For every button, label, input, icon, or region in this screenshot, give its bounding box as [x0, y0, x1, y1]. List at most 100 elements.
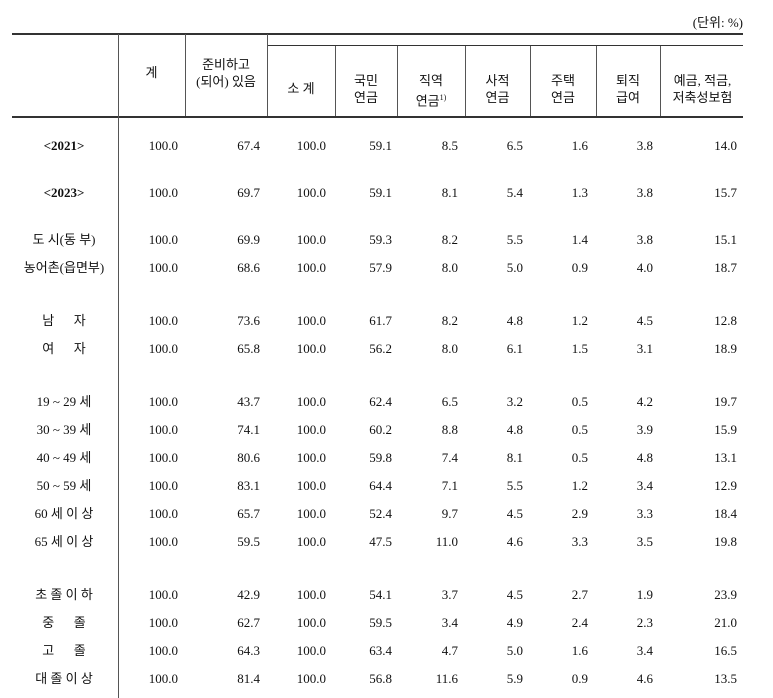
value-cell: 4.8	[506, 422, 523, 437]
value-cell: 54.1	[369, 587, 392, 602]
row-label: 고 졸	[42, 643, 86, 658]
value-cell: 59.5	[369, 615, 392, 630]
value-cell: 3.8	[636, 185, 653, 200]
value-cell: 3.4	[636, 478, 653, 493]
value-cell: 8.0	[441, 260, 458, 275]
value-cell: 3.2	[506, 394, 523, 409]
value-cell: 4.6	[636, 671, 653, 686]
value-cell: 100.0	[296, 534, 326, 549]
value-cell: 100.0	[296, 450, 326, 465]
value-cell: 69.7	[237, 185, 260, 200]
value-cell: 4.7	[441, 643, 458, 658]
column-header-text: 예금, 적금, 저축성보험	[672, 73, 733, 105]
value-cell: 100.0	[296, 138, 326, 153]
value-cell: 5.5	[506, 478, 523, 493]
row-label: 30 ~ 39 세	[36, 422, 92, 437]
value-cell: 69.9	[237, 232, 260, 247]
value-cell: 18.7	[714, 260, 737, 275]
value-cell: 19.8	[714, 534, 737, 549]
header-divider	[335, 46, 336, 116]
column-header: 사적 연금	[465, 72, 530, 106]
value-cell: 4.5	[506, 506, 523, 521]
value-cell: 56.8	[369, 671, 392, 686]
value-cell: 3.1	[636, 341, 653, 356]
stub-divider	[118, 34, 119, 698]
value-cell: 100.0	[296, 506, 326, 521]
value-cell: 8.2	[441, 313, 458, 328]
value-cell: 21.0	[714, 615, 737, 630]
value-cell: 100.0	[296, 185, 326, 200]
value-cell: 1.9	[636, 587, 653, 602]
column-header: 준비하고 (되어) 있음	[185, 56, 267, 90]
value-cell: 100.0	[148, 260, 178, 275]
value-cell: 100.0	[148, 587, 178, 602]
value-cell: 100.0	[148, 138, 178, 153]
value-cell: 100.0	[148, 232, 178, 247]
value-cell: 4.5	[636, 313, 653, 328]
header-rule	[12, 116, 743, 118]
value-cell: 42.9	[237, 587, 260, 602]
footnote-marker: 1)	[439, 93, 447, 102]
value-cell: 4.5	[506, 587, 523, 602]
value-cell: 52.4	[369, 506, 392, 521]
value-cell: 13.5	[714, 671, 737, 686]
value-cell: 5.4	[506, 185, 523, 200]
value-cell: 8.5	[441, 138, 458, 153]
value-cell: 59.1	[369, 185, 392, 200]
row-label: 중 졸	[42, 615, 86, 630]
row-label: 60 세 이 상	[34, 506, 94, 521]
value-cell: 100.0	[148, 394, 178, 409]
value-cell: 4.8	[506, 313, 523, 328]
value-cell: 100.0	[296, 260, 326, 275]
value-cell: 100.0	[148, 506, 178, 521]
value-cell: 59.5	[237, 534, 260, 549]
row-label: <2021>	[43, 138, 85, 153]
value-cell: 0.9	[571, 260, 588, 275]
value-cell: 3.8	[636, 232, 653, 247]
value-cell: 8.2	[441, 232, 458, 247]
value-cell: 100.0	[148, 313, 178, 328]
value-cell: 64.4	[369, 478, 392, 493]
value-cell: 4.6	[506, 534, 523, 549]
value-cell: 63.4	[369, 643, 392, 658]
column-header-text: 사적 연금	[485, 73, 510, 105]
value-cell: 100.0	[296, 232, 326, 247]
column-header-text: 주택 연금	[551, 73, 575, 105]
value-cell: 5.5	[506, 232, 523, 247]
value-cell: 100.0	[296, 394, 326, 409]
value-cell: 3.3	[636, 506, 653, 521]
value-cell: 100.0	[296, 341, 326, 356]
value-cell: 3.7	[441, 587, 458, 602]
value-cell: 60.2	[369, 422, 392, 437]
column-header-text: 계	[145, 65, 158, 80]
row-label: 초 졸 이 하	[35, 587, 93, 602]
value-cell: 8.8	[441, 422, 458, 437]
value-cell: 1.6	[571, 643, 588, 658]
value-cell: 3.4	[441, 615, 458, 630]
value-cell: 6.5	[441, 394, 458, 409]
value-cell: 1.4	[571, 232, 588, 247]
value-cell: 100.0	[296, 615, 326, 630]
value-cell: 100.0	[296, 478, 326, 493]
header-divider	[596, 46, 597, 116]
value-cell: 7.1	[441, 478, 458, 493]
value-cell: 81.4	[237, 671, 260, 686]
column-header: 직역 연금1)	[397, 72, 465, 109]
value-cell: 61.7	[369, 313, 392, 328]
row-label: 40 ~ 49 세	[36, 450, 92, 465]
subheader-rule	[267, 45, 743, 46]
value-cell: 100.0	[148, 185, 178, 200]
column-header-text: 직역 연금	[415, 73, 443, 109]
value-cell: 6.1	[506, 341, 523, 356]
value-cell: 100.0	[296, 643, 326, 658]
value-cell: 62.7	[237, 615, 260, 630]
value-cell: 12.8	[714, 313, 737, 328]
value-cell: 4.0	[636, 260, 653, 275]
value-cell: 59.8	[369, 450, 392, 465]
value-cell: 100.0	[296, 422, 326, 437]
value-cell: 1.6	[571, 138, 588, 153]
header-divider	[660, 46, 661, 116]
value-cell: 6.5	[506, 138, 523, 153]
value-cell: 56.2	[369, 341, 392, 356]
